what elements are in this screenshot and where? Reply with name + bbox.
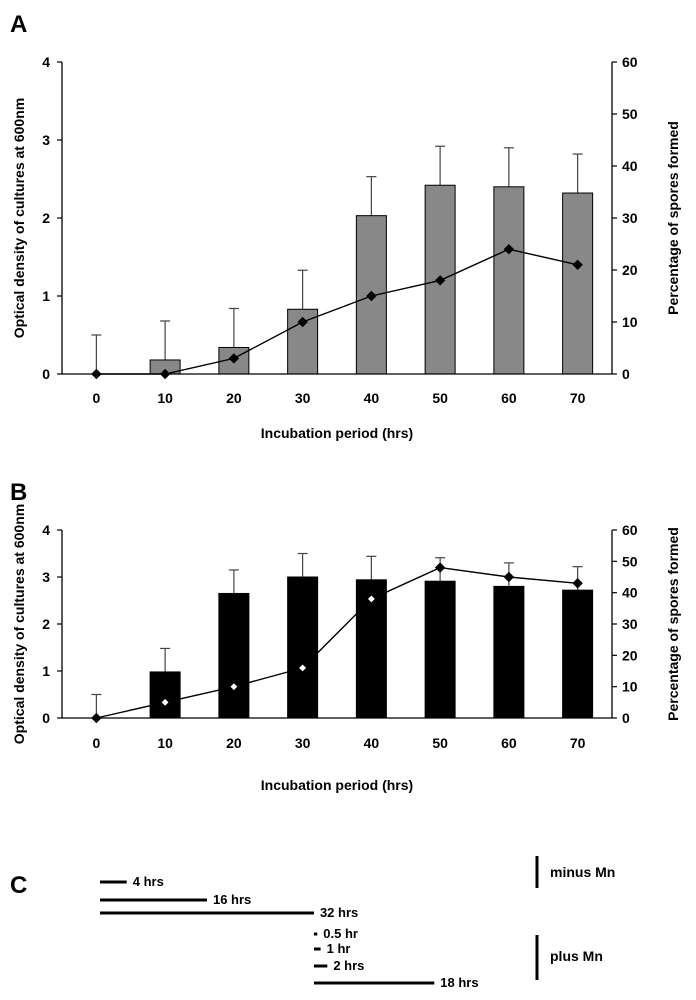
bar xyxy=(493,186,525,375)
timeline-label: 4 hrs xyxy=(133,874,164,889)
y-tick-label-left: 1 xyxy=(42,288,50,304)
bar xyxy=(218,592,250,719)
spores-point xyxy=(159,696,171,708)
x-tick-label: 50 xyxy=(432,735,448,751)
y-tick-label-right: 20 xyxy=(622,647,638,663)
x-tick-label: 10 xyxy=(157,735,173,751)
spores-point xyxy=(572,259,583,271)
spores-point xyxy=(365,593,377,605)
timeline-label: 1 hr xyxy=(327,941,351,956)
y-tick-label-left: 4 xyxy=(42,522,50,538)
y-tick-label-right: 0 xyxy=(622,366,630,382)
spores-point xyxy=(159,368,171,380)
timeline-label: 32 hrs xyxy=(320,905,358,920)
y-tick-label-right: 60 xyxy=(622,522,638,538)
y-tick-label-right: 0 xyxy=(622,710,630,726)
y-tick-label-left: 1 xyxy=(42,663,50,679)
x-tick-label: 0 xyxy=(92,390,100,406)
x-tick-label: 30 xyxy=(295,390,311,406)
x-tick-label: 0 xyxy=(92,735,100,751)
timeline-label: 16 hrs xyxy=(213,892,251,907)
x-tick-label: 60 xyxy=(501,390,517,406)
timeline-label: 18 hrs xyxy=(440,975,478,990)
spores-point xyxy=(503,571,515,583)
spores-point xyxy=(434,562,446,573)
y-tick-label-right: 20 xyxy=(622,262,638,278)
y-tick-label-left: 3 xyxy=(42,132,50,148)
bar xyxy=(424,580,456,719)
x-tick-label: 10 xyxy=(157,390,173,406)
bar xyxy=(562,192,594,375)
timeline-panel-c: 4 hrs 16 hrs 32 hrs 0.5 hr1 hr 2 hrs 18 hrs xyxy=(100,874,479,990)
spores-point xyxy=(366,290,377,302)
y-tick-label-left: 3 xyxy=(42,569,50,585)
y-axis-label-left: Optical density of cultures at 600nm xyxy=(11,98,27,338)
y-tick-label-right: 60 xyxy=(622,54,638,70)
x-tick-label: 50 xyxy=(432,390,448,406)
bar xyxy=(562,589,594,719)
spores-point xyxy=(297,316,308,328)
y-axis-label-right: Percentage of spores formed xyxy=(665,527,681,721)
panel-letter-b: B xyxy=(10,479,27,506)
spores-point xyxy=(91,368,102,380)
x-tick-label: 20 xyxy=(226,390,242,406)
y-tick-label-right: 30 xyxy=(622,616,638,632)
timeline-label: 0.5 hr xyxy=(323,926,358,941)
minus-mn-label: minus Mn xyxy=(550,864,615,880)
x-tick-label: 60 xyxy=(501,735,517,751)
spores-point xyxy=(228,681,240,693)
spores-point xyxy=(91,712,102,724)
y-tick-label-left: 2 xyxy=(42,616,50,632)
spores-line xyxy=(96,566,578,719)
spores-point xyxy=(572,578,583,589)
x-axis-label: Incubation period (hrs) xyxy=(261,425,413,441)
spores-line xyxy=(96,248,578,375)
x-tick-label: 40 xyxy=(364,735,380,751)
bar xyxy=(287,576,319,719)
x-tick-label: 70 xyxy=(570,735,586,751)
y-tick-label-left: 2 xyxy=(42,210,50,226)
bar xyxy=(493,585,525,719)
spores-point xyxy=(297,662,309,674)
y-axis-label-right: Percentage of spores formed xyxy=(665,121,681,315)
y-tick-label-right: 10 xyxy=(622,679,638,695)
x-axis-label: Incubation period (hrs) xyxy=(261,777,413,793)
y-tick-label-left: 0 xyxy=(42,366,50,382)
y-tick-label-right: 30 xyxy=(622,210,638,226)
panel-letter-c: C xyxy=(10,872,27,899)
panel-letter-a: A xyxy=(10,11,27,38)
spores-point xyxy=(503,243,515,255)
x-tick-label: 70 xyxy=(570,390,586,406)
timeline-label: 2 hrs xyxy=(333,958,364,973)
y-tick-label-right: 10 xyxy=(622,314,638,330)
x-tick-label: 30 xyxy=(295,735,311,751)
y-tick-label-right: 50 xyxy=(622,106,638,122)
y-axis-label-left: Optical density of cultures at 600nm xyxy=(11,504,27,744)
bar xyxy=(149,671,181,719)
plus-mn-label: plus Mn xyxy=(550,948,603,964)
spores-point xyxy=(434,275,446,286)
spores-point xyxy=(228,353,240,364)
y-tick-label-right: 50 xyxy=(622,553,638,569)
y-tick-label-left: 0 xyxy=(42,710,50,726)
y-tick-label-right: 40 xyxy=(622,585,638,601)
y-tick-label-right: 40 xyxy=(622,158,638,174)
y-tick-label-left: 4 xyxy=(42,54,50,70)
x-tick-label: 20 xyxy=(226,735,242,751)
x-tick-label: 40 xyxy=(364,390,380,406)
